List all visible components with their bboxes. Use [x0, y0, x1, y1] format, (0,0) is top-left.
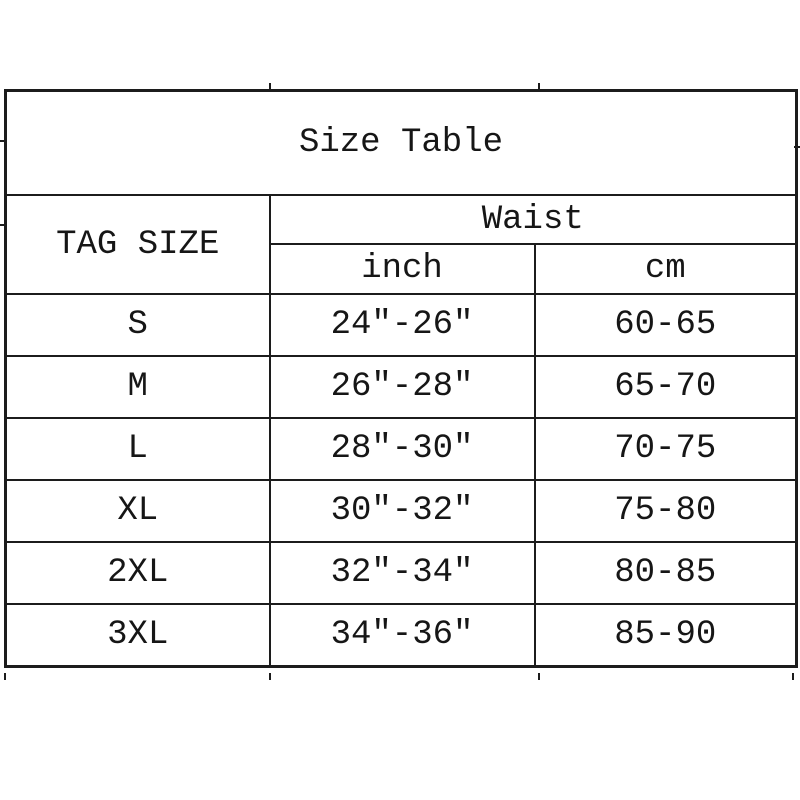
inch-value-cell: 24″-26″ [268, 293, 536, 357]
cm-value-cell: 60-65 [533, 293, 798, 357]
gridline-tick [794, 146, 800, 148]
gridline-tick [0, 140, 6, 142]
table-row: XL 30″-32″ 75-80 [4, 479, 798, 543]
cm-unit-header: cm [533, 243, 798, 295]
size-table: Size Table TAG SIZE Waist inch cm S 24″-… [4, 89, 798, 668]
table-row: S 24″-26″ 60-65 [4, 293, 798, 357]
table-row: M 26″-28″ 65-70 [4, 355, 798, 419]
gridline-tick [0, 224, 6, 226]
inch-value-cell: 32″-34″ [268, 541, 536, 605]
header-row-units: inch cm [6, 243, 798, 295]
inch-value-cell: 30″-32″ [268, 479, 536, 543]
header-row-group: TAG SIZE Waist [4, 194, 798, 295]
gridline-tick [538, 83, 540, 90]
table-row: 3XL 34″-36″ 85-90 [4, 603, 798, 668]
size-cell: L [4, 417, 271, 481]
cm-value-cell: 80-85 [533, 541, 798, 605]
gridline-tick [269, 673, 271, 680]
size-cell: S [4, 293, 271, 357]
gridline-tick [4, 673, 6, 680]
gridline-tick [792, 673, 794, 680]
gridline-tick [538, 673, 540, 680]
cm-value-cell: 75-80 [533, 479, 798, 543]
inch-unit-header: inch [268, 243, 536, 295]
size-cell: 3XL [4, 603, 271, 668]
inch-value-cell: 26″-28″ [268, 355, 536, 419]
size-cell: 2XL [4, 541, 271, 605]
cm-value-cell: 70-75 [533, 417, 798, 481]
inch-value-cell: 28″-30″ [268, 417, 536, 481]
size-cell: XL [4, 479, 271, 543]
inch-value-cell: 34″-36″ [268, 603, 536, 668]
cm-value-cell: 65-70 [533, 355, 798, 419]
table-title: Size Table [4, 89, 798, 196]
size-cell: M [4, 355, 271, 419]
table-row: L 28″-30″ 70-75 [4, 417, 798, 481]
waist-group-header: Waist [268, 194, 798, 245]
title-row: Size Table [4, 89, 798, 196]
table-row: 2XL 32″-34″ 80-85 [4, 541, 798, 605]
gridline-tick [269, 83, 271, 90]
tag-size-header: TAG SIZE [4, 194, 271, 295]
cm-value-cell: 85-90 [533, 603, 798, 668]
